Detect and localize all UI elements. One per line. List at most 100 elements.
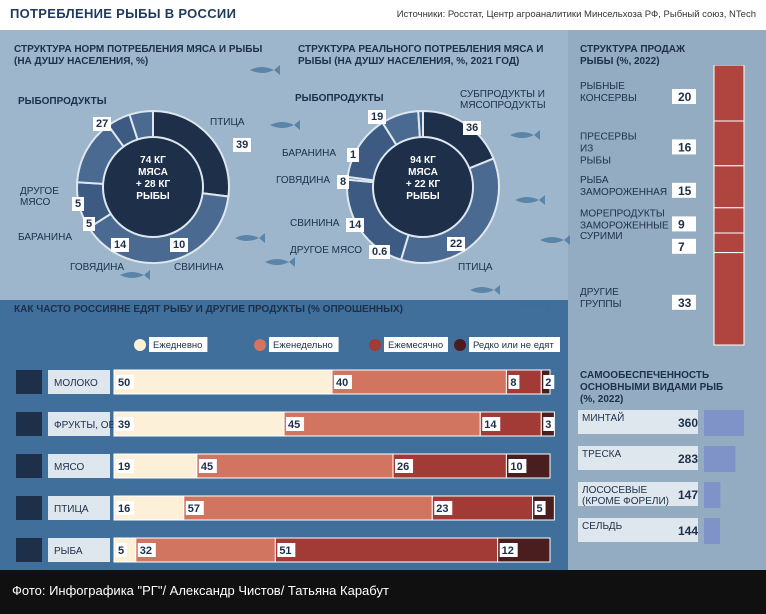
legend-box bbox=[149, 337, 208, 352]
sales-category-label: ЗАМОРОЖЕННЫЕ bbox=[580, 220, 669, 231]
footer: Фото: Инфографика "РГ"/ Александр Чистов… bbox=[0, 570, 766, 614]
value-box bbox=[198, 459, 217, 473]
legend-swatch bbox=[134, 339, 146, 351]
donut2-center-line: 94 КГ bbox=[410, 155, 436, 166]
value-box bbox=[543, 375, 555, 389]
bar-segment bbox=[113, 411, 285, 437]
sales-segment bbox=[713, 232, 745, 254]
category-tag bbox=[578, 482, 698, 506]
donut2-value-label: 14 bbox=[346, 218, 365, 232]
page-title: ПОТРЕБЛЕНИЕ РЫБЫ В РОССИИ bbox=[10, 6, 237, 21]
bar-segment bbox=[135, 537, 276, 563]
fish-category-label: ТРЕСКА bbox=[582, 449, 621, 460]
bar-value-label: 26 bbox=[397, 461, 409, 473]
sales-title: СТРУКТУРА ПРОДАЖ РЫБЫ (%, 2022) bbox=[580, 44, 686, 67]
category-icon bbox=[16, 454, 42, 478]
category-tag bbox=[48, 496, 110, 520]
bar-value-label: 51 bbox=[279, 545, 291, 557]
bar-value-label: 19 bbox=[118, 461, 130, 473]
bar-value-label: 32 bbox=[140, 545, 152, 557]
sales-segment bbox=[713, 207, 745, 234]
value-box bbox=[116, 375, 134, 389]
sales-category-label: ГРУППЫ bbox=[580, 299, 622, 310]
donut1-slice-label: ПТИЦА bbox=[210, 117, 245, 128]
sales-category-label: РЫБЫ bbox=[580, 155, 611, 166]
donut-slice bbox=[417, 109, 424, 139]
fish-category-label: (КРОМЕ ФОРЕЛИ) bbox=[582, 496, 669, 507]
value-box bbox=[116, 501, 134, 515]
fish-icon bbox=[120, 270, 150, 280]
selfsuff-value-label: 147 bbox=[678, 488, 698, 502]
donut2-value-label: 19 bbox=[368, 110, 387, 124]
donut1-center-line: МЯСА bbox=[138, 167, 168, 178]
bar-value-label: 16 bbox=[118, 503, 130, 515]
category-tag bbox=[48, 538, 110, 562]
donut1-value-label: 39 bbox=[233, 138, 252, 152]
fish-category-label: МИНТАЙ bbox=[582, 411, 624, 424]
value-box bbox=[185, 501, 204, 515]
value-box bbox=[499, 543, 518, 557]
bar-value-label: 10 bbox=[510, 461, 522, 473]
category-tag bbox=[48, 370, 110, 394]
donut2-center-line: МЯСА bbox=[408, 167, 438, 178]
bar-value-label: 40 bbox=[336, 377, 348, 389]
donut1-slice-label: СВИНИНА bbox=[174, 262, 224, 273]
selfsuff-value-label: 283 bbox=[678, 452, 698, 466]
donut2-value-label: 0.6 bbox=[369, 245, 391, 259]
donut1-value-label: 27 bbox=[93, 117, 112, 131]
bar-value-label: 57 bbox=[188, 503, 200, 515]
photo-credit: Фото: Инфографика "РГ"/ Александр Чистов… bbox=[12, 583, 389, 598]
donut2-center-line: + 22 КГ bbox=[405, 179, 441, 190]
category-tag bbox=[48, 454, 110, 478]
value-box bbox=[277, 543, 296, 557]
bar-segment bbox=[113, 369, 333, 395]
bar-segment bbox=[196, 453, 394, 479]
category-icon bbox=[16, 538, 42, 562]
bar-value-label: 23 bbox=[436, 503, 448, 515]
selfsuff-bar bbox=[704, 446, 736, 472]
category-tag bbox=[578, 410, 698, 434]
value-box bbox=[534, 501, 546, 515]
donut1-slice-label: ДРУГОЕ МЯСО bbox=[20, 186, 59, 208]
bar-value-label: 45 bbox=[201, 461, 213, 473]
fish-icon bbox=[515, 195, 545, 205]
bar-value-label: 5 bbox=[537, 503, 543, 515]
bar-value-label: 39 bbox=[118, 419, 130, 431]
value-box bbox=[286, 417, 305, 431]
selfsuff-value-label: 144 bbox=[678, 524, 698, 538]
selfsufficiency-chart: МИНТАЙ 360 ТРЕСКА 283 ЛОСОСЕВЫЕ(КРОМЕ ФОРЕЛИ… bbox=[578, 410, 744, 544]
donut2-slice-label: БАРАНИНА bbox=[282, 148, 336, 159]
selfsuff-bar bbox=[704, 482, 721, 508]
sales-value-label: 16 bbox=[678, 140, 692, 154]
donut1-value-label: 5 bbox=[72, 197, 85, 211]
value-box bbox=[395, 459, 414, 473]
sales-category-label: РЫБА bbox=[580, 175, 609, 186]
sales-segment bbox=[713, 165, 745, 209]
sales-category-label: РЫБНЫЕ bbox=[580, 81, 625, 92]
value-box bbox=[543, 417, 555, 431]
value-box bbox=[672, 216, 696, 232]
donut2-value-label: 1 bbox=[347, 148, 360, 162]
donut1-value-label: 5 bbox=[83, 217, 96, 231]
donut2-value-label: 8 bbox=[337, 175, 350, 189]
sales-category-label: ДРУГИЕ bbox=[580, 287, 619, 298]
donut1-value-label: 14 bbox=[111, 238, 130, 252]
donut1-value-label: 10 bbox=[170, 238, 189, 252]
value-box bbox=[672, 294, 696, 310]
sales-category-label: ИЗ bbox=[580, 143, 593, 154]
sales-segment bbox=[713, 252, 745, 346]
donut-slice bbox=[128, 109, 154, 141]
fish-icon bbox=[270, 120, 300, 130]
category-label: РЫБА bbox=[54, 546, 83, 557]
donut1-center: 74 КГ МЯСА + 28 КГ РЫБЫ bbox=[117, 155, 189, 203]
donut1-center-line: РЫБЫ bbox=[136, 191, 170, 202]
donut2-value-label: 36 bbox=[463, 121, 482, 135]
sales-category-label: СУРИМИ bbox=[580, 231, 623, 242]
sales-value-label: 20 bbox=[678, 90, 692, 104]
legend-label: Ежемесячно bbox=[388, 340, 443, 351]
sales-value-label: 33 bbox=[678, 296, 692, 310]
